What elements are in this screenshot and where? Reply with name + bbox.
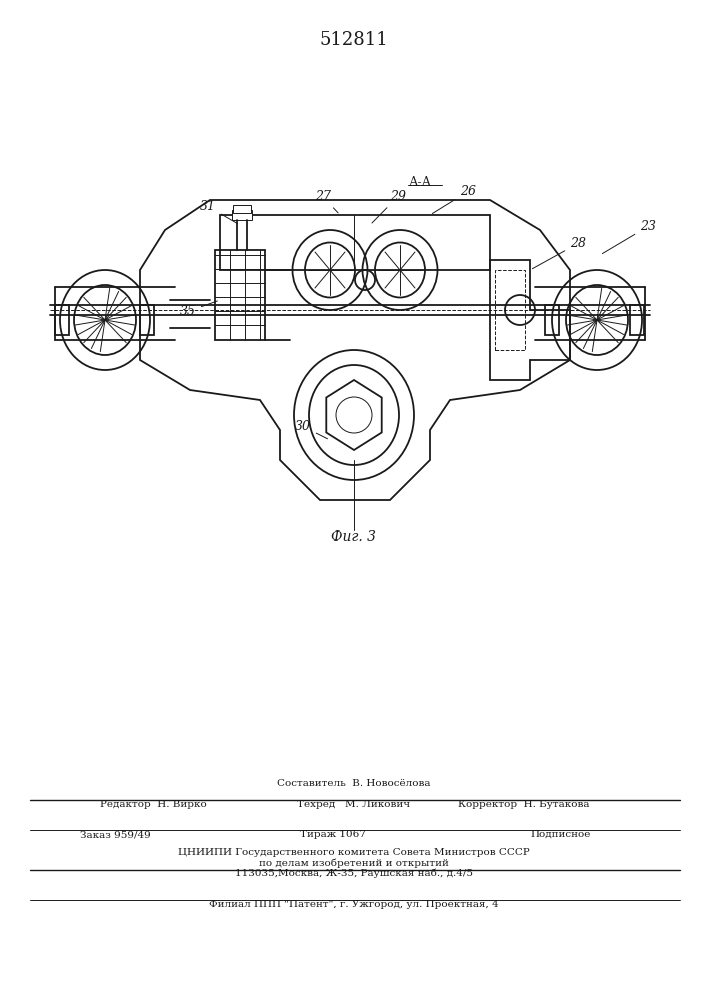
Bar xyxy=(630,305,644,335)
Text: Техред   М. Ликович: Техред М. Ликович xyxy=(298,800,411,809)
Text: 26: 26 xyxy=(433,185,476,214)
Bar xyxy=(232,210,252,220)
Text: 28: 28 xyxy=(532,237,586,269)
Bar xyxy=(545,305,559,335)
Text: Подписное: Подписное xyxy=(530,830,590,839)
Text: А-А: А-А xyxy=(409,176,431,188)
Text: 29: 29 xyxy=(372,190,406,223)
Text: ЦНИИПИ Государственного комитета Совета Министров СССР: ЦНИИПИ Государственного комитета Совета … xyxy=(178,848,530,857)
Text: по делам изобретений и открытий: по делам изобретений и открытий xyxy=(259,858,449,867)
Text: Корректор  Н. Бутакова: Корректор Н. Бутакова xyxy=(459,800,590,809)
Text: Заказ 959/49: Заказ 959/49 xyxy=(80,830,151,839)
Text: 113035,Москва, Ж-35, Раушская наб., д.4/5: 113035,Москва, Ж-35, Раушская наб., д.4/… xyxy=(235,868,473,878)
Text: 30: 30 xyxy=(295,420,327,439)
Text: Тираж 1067: Тираж 1067 xyxy=(300,830,366,839)
Bar xyxy=(140,305,154,335)
Text: 23: 23 xyxy=(602,220,656,254)
Text: 35: 35 xyxy=(180,301,217,318)
Text: Составитель  В. Новосёлова: Составитель В. Новосёлова xyxy=(277,779,431,788)
Bar xyxy=(55,305,69,335)
Text: Редактор  Н. Вирко: Редактор Н. Вирко xyxy=(100,800,206,809)
Text: 512811: 512811 xyxy=(320,31,388,49)
Text: 31: 31 xyxy=(200,200,238,224)
Text: 27: 27 xyxy=(315,190,338,213)
Bar xyxy=(233,205,251,213)
Text: Фиг. 3: Фиг. 3 xyxy=(332,530,377,544)
Text: Филиал ППП "Патент", г. Ужгород, ул. Проектная, 4: Филиал ППП "Патент", г. Ужгород, ул. Про… xyxy=(209,900,499,909)
Bar xyxy=(495,270,525,350)
